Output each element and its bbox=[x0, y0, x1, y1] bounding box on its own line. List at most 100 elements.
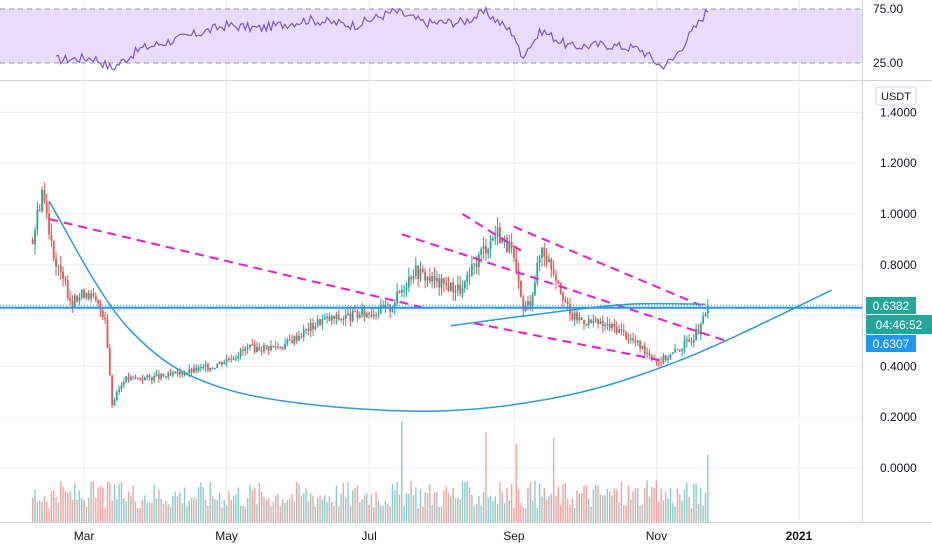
candle-body bbox=[592, 320, 595, 323]
candle-body bbox=[354, 310, 356, 312]
candle-body bbox=[104, 317, 107, 320]
candle-body bbox=[704, 313, 707, 317]
trendline-lower-short[interactable] bbox=[474, 322, 666, 363]
volume-bar bbox=[349, 505, 352, 522]
volume-bar bbox=[531, 500, 534, 522]
volume-bar bbox=[97, 487, 99, 522]
candle-body bbox=[538, 257, 541, 263]
candle-body bbox=[599, 320, 602, 324]
candle-body bbox=[314, 325, 317, 330]
volume-bar bbox=[485, 432, 487, 522]
candle-body bbox=[101, 310, 104, 318]
trendline-channel-upper[interactable] bbox=[513, 225, 702, 307]
candle-body bbox=[393, 302, 396, 308]
candle-body bbox=[501, 237, 504, 244]
candle-body bbox=[153, 376, 156, 381]
volume-bar bbox=[253, 488, 256, 522]
volume-bar bbox=[41, 501, 43, 522]
candle-body bbox=[384, 305, 387, 308]
candle-body bbox=[669, 354, 672, 359]
candle-body bbox=[678, 349, 681, 352]
candle-body bbox=[76, 295, 78, 302]
volume-bar bbox=[508, 500, 510, 522]
volume-bar bbox=[394, 490, 396, 522]
candle-body bbox=[629, 338, 632, 340]
candle-body bbox=[541, 247, 543, 258]
candle-body bbox=[428, 276, 431, 282]
rsi-band bbox=[0, 9, 862, 63]
candle-body bbox=[529, 301, 532, 306]
price-axis[interactable]: 1.4000 1.2000 1.0000 0.8000 0.4000 0.2000 0.00… bbox=[880, 105, 917, 475]
candle-body bbox=[209, 368, 212, 371]
candle-body bbox=[115, 391, 118, 400]
volume-bar bbox=[408, 493, 410, 522]
trendline-upper-short[interactable] bbox=[462, 213, 524, 253]
horizontal-line[interactable] bbox=[0, 304, 862, 309]
volume-bar bbox=[436, 491, 438, 522]
candle-body bbox=[615, 326, 618, 333]
trendline-channel-lower[interactable] bbox=[401, 233, 727, 342]
volume-bar bbox=[288, 498, 291, 522]
candle-body bbox=[118, 389, 121, 392]
candle-body bbox=[253, 344, 256, 353]
volume-bar bbox=[340, 493, 342, 522]
candle-body bbox=[426, 276, 429, 281]
volume-bar bbox=[204, 499, 207, 522]
volume-bar bbox=[499, 481, 501, 522]
candle-body bbox=[251, 344, 254, 346]
candle-body bbox=[134, 377, 137, 379]
volume-bar bbox=[702, 505, 704, 522]
chart-grid bbox=[0, 0, 932, 523]
candle-body bbox=[548, 258, 550, 263]
candle-body bbox=[181, 372, 184, 376]
candle-body bbox=[85, 292, 88, 299]
volume-bar bbox=[543, 487, 545, 522]
candle-body bbox=[265, 345, 268, 347]
price-tick-label: 0.0000 bbox=[880, 461, 917, 475]
candle-body bbox=[256, 346, 258, 353]
candle-body bbox=[569, 304, 571, 314]
currency-label-box[interactable] bbox=[875, 86, 917, 106]
volume-bar bbox=[501, 492, 503, 522]
candle-body bbox=[62, 271, 64, 279]
candle-body bbox=[167, 372, 170, 378]
volume-bar bbox=[92, 481, 95, 522]
volume-bar bbox=[459, 499, 461, 522]
candle-body bbox=[106, 319, 109, 349]
trendline-upper-descending[interactable] bbox=[48, 218, 426, 309]
candle-body bbox=[466, 274, 469, 282]
rsi-panel[interactable] bbox=[0, 5, 862, 71]
volume-bar bbox=[503, 503, 506, 522]
rsi-line[interactable] bbox=[55, 5, 709, 71]
volume-bar bbox=[141, 499, 144, 522]
drawing-tools[interactable] bbox=[48, 200, 832, 412]
volume-bar bbox=[132, 485, 134, 522]
volume-bar bbox=[569, 504, 571, 522]
volume-bar bbox=[557, 486, 560, 522]
candlesticks[interactable] bbox=[31, 182, 709, 409]
rounding-bottom-curve[interactable] bbox=[48, 200, 832, 412]
candle-body bbox=[545, 256, 548, 263]
volume-bar bbox=[478, 496, 480, 522]
candle-body bbox=[662, 355, 665, 363]
time-axis[interactable]: Mar May Jul Sep Nov 2021 bbox=[74, 529, 813, 543]
candle-body bbox=[636, 340, 639, 343]
candle-body bbox=[440, 277, 443, 288]
candle-body bbox=[141, 379, 144, 381]
volume-bar bbox=[314, 506, 317, 522]
candle-body bbox=[293, 335, 296, 344]
candle-body bbox=[94, 295, 97, 301]
candle-body bbox=[657, 361, 660, 363]
volume-bar bbox=[583, 485, 585, 522]
volume-bar bbox=[674, 506, 676, 522]
candle-body bbox=[527, 301, 529, 306]
volume-bar bbox=[90, 481, 92, 522]
volume-bar bbox=[419, 489, 422, 522]
volume-bar bbox=[548, 496, 550, 522]
candle-body bbox=[368, 313, 370, 315]
volume-bar bbox=[331, 502, 333, 522]
time-tick-label: May bbox=[215, 529, 238, 543]
volume-bar bbox=[260, 491, 263, 522]
volume-bar bbox=[211, 496, 214, 522]
